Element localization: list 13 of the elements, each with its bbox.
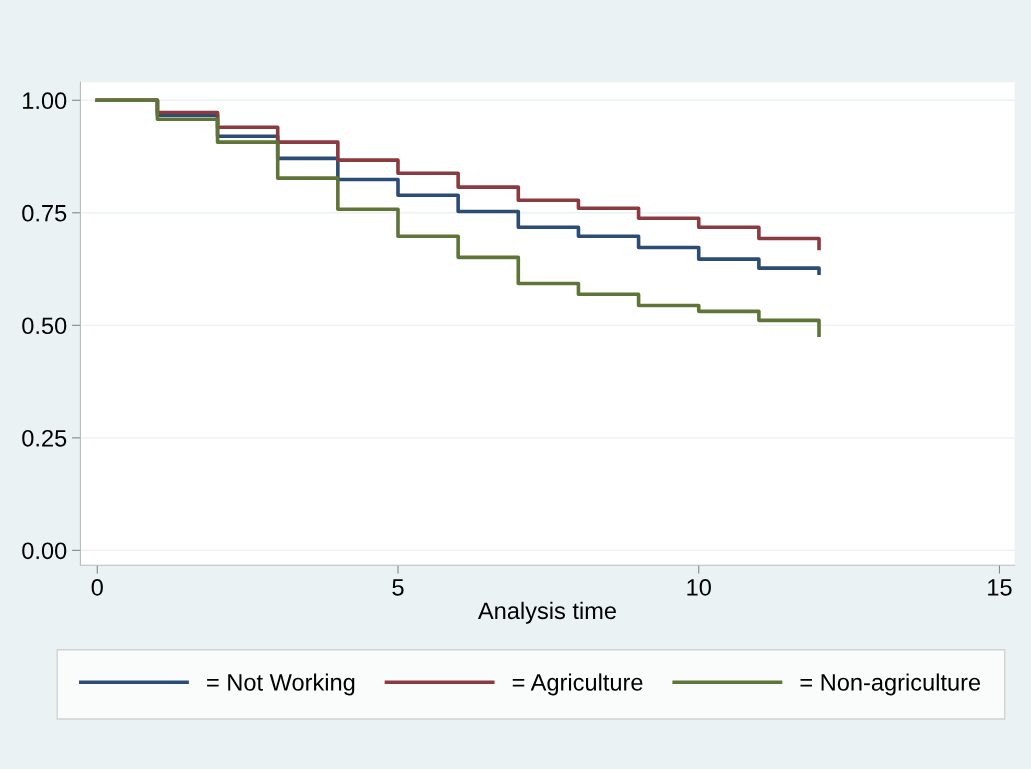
y-tick-label: 1.00	[23, 92, 67, 110]
y-tick-label: 0.00	[22, 542, 67, 560]
legend-label: = Not Working	[207, 673, 355, 696]
y-tick-label: 0.50	[22, 317, 67, 335]
x-tick-label: 0	[91, 579, 103, 596]
legend-label: = Agriculture	[512, 673, 643, 696]
x-tick-label: 10	[687, 579, 711, 596]
x-tick-label: 5	[392, 579, 404, 596]
y-tick-label: 0.75	[22, 204, 67, 222]
y-tick-label: 0.25	[22, 429, 67, 447]
legend-label: = Non-agriculture	[800, 673, 981, 696]
x-tick-label: 15	[988, 579, 1012, 596]
x-axis-title: Analysis time	[477, 601, 616, 624]
